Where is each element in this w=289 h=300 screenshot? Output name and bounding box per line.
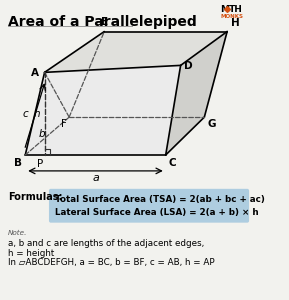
Text: F: F bbox=[61, 119, 66, 129]
Polygon shape bbox=[25, 65, 181, 155]
Text: h = height: h = height bbox=[8, 248, 54, 257]
Text: C: C bbox=[168, 158, 176, 168]
Text: TH: TH bbox=[229, 5, 242, 14]
Text: Lateral Surface Area (LSA) = 2(a + b) × h: Lateral Surface Area (LSA) = 2(a + b) × … bbox=[55, 208, 259, 217]
Text: G: G bbox=[208, 119, 216, 129]
Text: Total Surface Area (TSA) = 2(ab + bc + ac): Total Surface Area (TSA) = 2(ab + bc + a… bbox=[55, 195, 265, 204]
Text: Formulas:: Formulas: bbox=[8, 192, 62, 202]
Polygon shape bbox=[45, 32, 227, 72]
Text: A: A bbox=[31, 68, 39, 78]
Text: Note.: Note. bbox=[8, 230, 27, 236]
Polygon shape bbox=[166, 32, 227, 155]
Text: Area of a Parallelepiped: Area of a Parallelepiped bbox=[8, 15, 197, 28]
Text: c: c bbox=[22, 109, 28, 119]
Text: E: E bbox=[101, 16, 108, 27]
FancyBboxPatch shape bbox=[49, 189, 249, 223]
Text: b: b bbox=[39, 129, 45, 139]
Text: a: a bbox=[92, 173, 99, 183]
Text: B: B bbox=[14, 158, 22, 168]
Text: M: M bbox=[220, 5, 229, 14]
Text: In ▱ABCDEFGH, a = BC, b = BF, c = AB, h = AP: In ▱ABCDEFGH, a = BC, b = BF, c = AB, h … bbox=[8, 259, 214, 268]
Text: h: h bbox=[34, 109, 40, 119]
Text: MONKS: MONKS bbox=[220, 14, 243, 19]
Text: P: P bbox=[38, 159, 44, 169]
Text: H: H bbox=[231, 18, 239, 28]
Text: a, b and c are lengths of the adjacent edges,: a, b and c are lengths of the adjacent e… bbox=[8, 238, 204, 247]
Text: D: D bbox=[184, 61, 193, 71]
